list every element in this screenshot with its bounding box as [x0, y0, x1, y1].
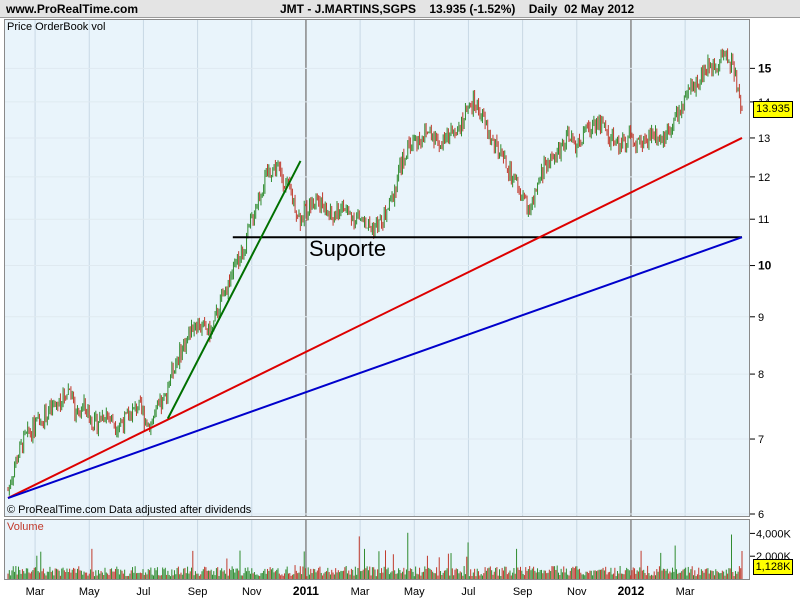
x-tick-label: Nov	[567, 586, 587, 598]
x-tick-label: Nov	[242, 586, 262, 598]
site-name: www.ProRealTime.com	[6, 2, 139, 16]
last-price-tag: 13.935	[753, 101, 793, 118]
x-tick-label: Mar	[676, 586, 695, 598]
red-trend-line	[7, 137, 743, 499]
y-tick-label: 11	[758, 214, 769, 226]
y-tick-label: 12	[758, 172, 770, 184]
x-tick-label: Jul	[136, 586, 150, 598]
last-volume-tag: 1,128K	[753, 559, 793, 575]
volume-panel	[4, 519, 750, 580]
y-tick-label: 8	[758, 369, 764, 381]
x-tick-label: Sep	[188, 586, 208, 598]
price-panel-label: Price OrderBook vol	[7, 21, 106, 33]
green-trend-line	[166, 160, 302, 420]
y-tick-label: 6	[758, 509, 764, 521]
y-tick-label: 13	[758, 133, 770, 145]
y-tick-label: 15	[758, 61, 772, 75]
y-tick-label: 7	[758, 434, 764, 446]
volume-panel-label: Volume	[7, 521, 44, 533]
copyright-note: © ProRealTime.com Data adjusted after di…	[7, 504, 252, 516]
title-bar: www.ProRealTime.com JMT - J.MARTINS,SGPS…	[0, 0, 800, 18]
chart-header: JMT - J.MARTINS,SGPS 13.935 (-1.52%) Dai…	[280, 2, 635, 16]
x-tick-label: Mar	[26, 586, 45, 598]
x-tick-label: May	[404, 586, 425, 598]
x-tick-label: 2011	[293, 584, 319, 598]
y-tick-label: 10	[758, 259, 772, 273]
x-tick-label: Mar	[351, 586, 370, 598]
volume-tick-label: 4,000K	[756, 528, 792, 540]
blue-trend-line	[7, 236, 743, 499]
support-annotation: Suporte	[309, 236, 387, 261]
y-tick-label: 9	[758, 312, 764, 324]
x-tick-label: Jul	[461, 586, 475, 598]
x-tick-label: Sep	[513, 586, 533, 598]
x-tick-label: 2012	[618, 584, 645, 598]
x-tick-label: May	[79, 586, 100, 598]
